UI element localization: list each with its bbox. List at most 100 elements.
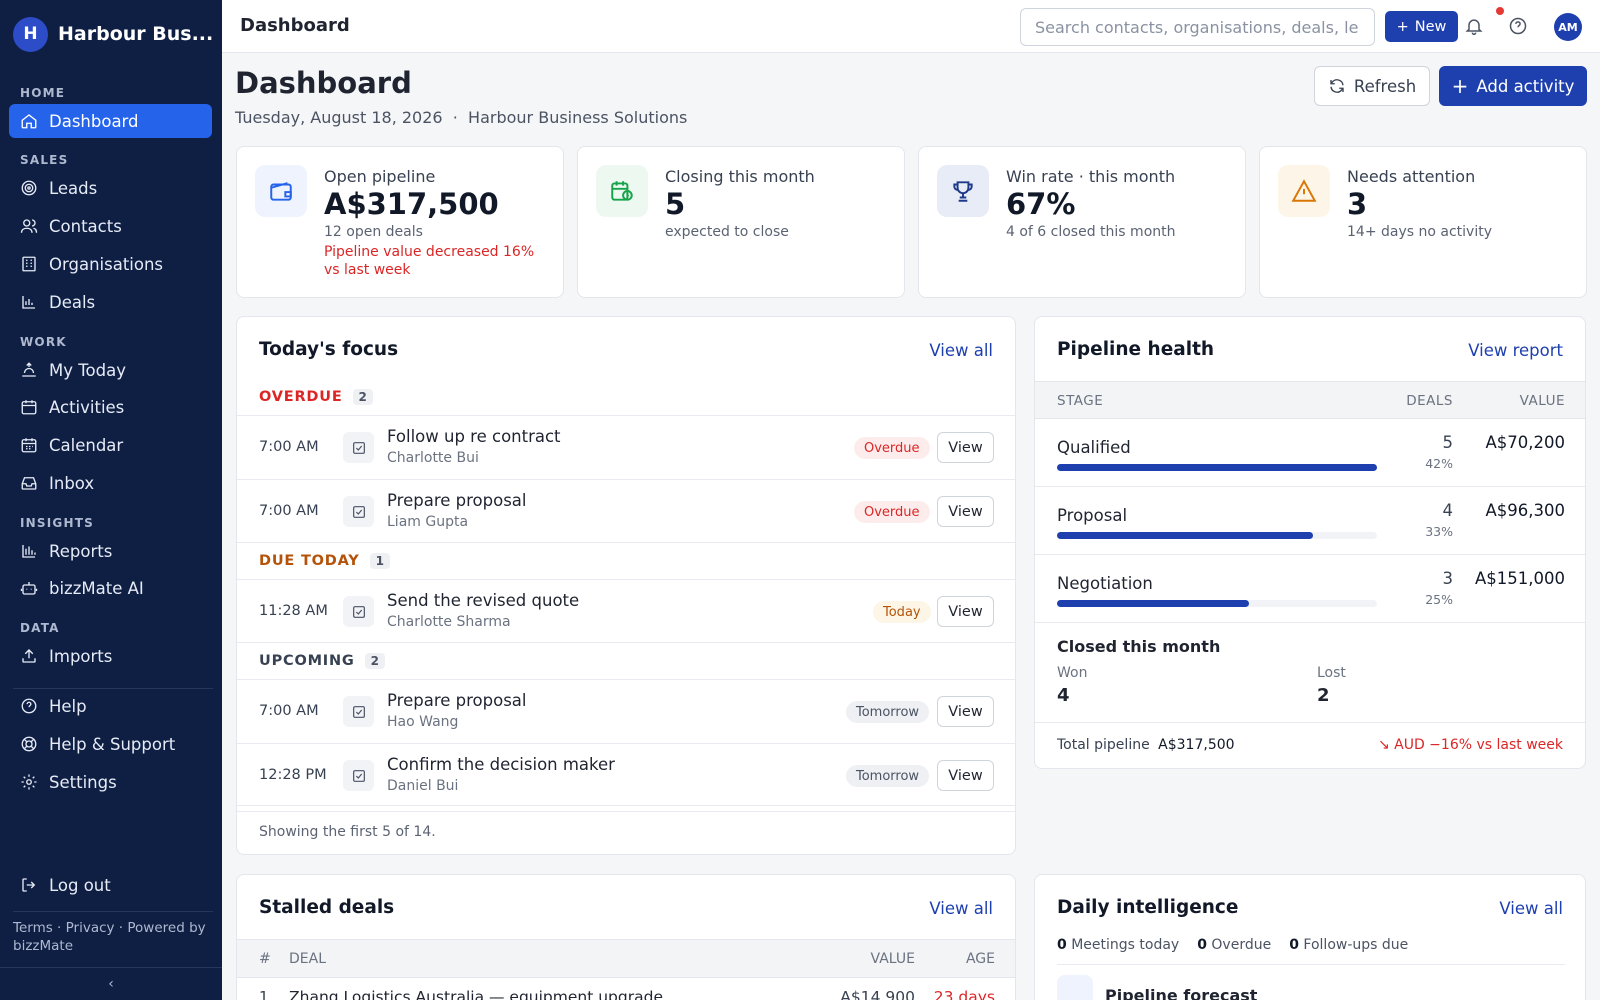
sidebar-item-leads[interactable]: Leads bbox=[9, 171, 212, 205]
divider bbox=[237, 579, 1015, 580]
plus-icon: + bbox=[1451, 74, 1469, 98]
todays-focus-panel: Today's focus View all OVERDUE 2 7:00 AM… bbox=[236, 316, 1016, 855]
search-input[interactable] bbox=[1020, 8, 1375, 46]
nav-section-insights: INSIGHTS bbox=[20, 516, 94, 530]
task-title: Prepare proposal bbox=[387, 491, 527, 510]
add-activity-label: Add activity bbox=[1476, 76, 1575, 96]
table-row[interactable]: 1 Zhang Logistics Australia — equipment … bbox=[237, 977, 1015, 1000]
pipeline-stage-row[interactable]: Negotiation 3 25% A$151,000 bbox=[1035, 555, 1585, 623]
sidebar-item-organisations[interactable]: Organisations bbox=[9, 247, 212, 281]
divider bbox=[237, 679, 1015, 680]
task-row[interactable]: 7:00 AM Prepare proposal Hao Wang Tomorr… bbox=[237, 680, 1015, 743]
logout-button[interactable]: Log out bbox=[9, 868, 212, 902]
won-value: 4 bbox=[1057, 685, 1070, 706]
task-checkbox[interactable] bbox=[343, 596, 374, 627]
col-header-value: VALUE bbox=[1519, 393, 1565, 409]
kpi-card-needs-attention[interactable]: Needs attention 3 14+ days no activity bbox=[1259, 146, 1587, 298]
gear-icon bbox=[21, 774, 37, 790]
panel-title: Stalled deals bbox=[259, 897, 395, 918]
sidebar-item-bizzmate-ai[interactable]: bizzMate AI bbox=[9, 571, 212, 605]
closed-this-month-title: Closed this month bbox=[1057, 637, 1221, 656]
sidebar-item-activities[interactable]: Activities bbox=[9, 390, 212, 424]
stat-value: 0 bbox=[1197, 937, 1207, 953]
view-button[interactable]: View bbox=[937, 696, 994, 727]
help-circle-icon bbox=[1509, 17, 1527, 35]
task-row[interactable]: 12:28 PM Confirm the decision maker Dani… bbox=[237, 744, 1015, 807]
stage-deal-count: 5 bbox=[1442, 433, 1454, 452]
task-row[interactable]: 7:00 AM Prepare proposal Liam Gupta Over… bbox=[237, 480, 1015, 543]
kpi-card-closing-this-month[interactable]: Closing this month 5 expected to close bbox=[577, 146, 905, 298]
task-checkbox[interactable] bbox=[343, 760, 374, 791]
kpi-card-open-pipeline[interactable]: Open pipeline A$317,500 12 open deals Pi… bbox=[236, 146, 564, 298]
bar-chart-icon bbox=[22, 296, 35, 309]
divider bbox=[237, 479, 1015, 480]
pipeline-stage-row[interactable]: Qualified 5 42% A$70,200 bbox=[1035, 419, 1585, 487]
stalled-deals-panel: Stalled deals View all # DEAL VALUE AGE … bbox=[236, 874, 1016, 1000]
sidebar-item-reports[interactable]: Reports bbox=[9, 534, 212, 568]
view-report-link[interactable]: View report bbox=[1468, 341, 1563, 360]
sidebar-item-my-today[interactable]: My Today bbox=[9, 353, 212, 387]
sidebar-item-deals[interactable]: Deals bbox=[9, 285, 212, 319]
showing-count: Showing the first 5 of 14. bbox=[259, 824, 436, 840]
task-person[interactable]: Charlotte Bui bbox=[387, 450, 479, 466]
sidebar-footer-links[interactable]: Terms · Privacy · Powered by bizzMate bbox=[13, 920, 206, 954]
deal-value: A$14,900 bbox=[840, 988, 915, 1000]
refresh-button[interactable]: Refresh bbox=[1314, 66, 1430, 106]
view-button[interactable]: View bbox=[937, 596, 994, 627]
view-button[interactable]: View bbox=[937, 760, 994, 791]
status-badge: Tomorrow bbox=[846, 701, 930, 723]
sidebar-item-dashboard[interactable]: Dashboard bbox=[9, 104, 212, 138]
task-checkbox[interactable] bbox=[343, 432, 374, 463]
bell-icon bbox=[1465, 19, 1483, 36]
kpi-card-win-rate[interactable]: Win rate · this month 67% 4 of 6 closed … bbox=[918, 146, 1246, 298]
stage-value: A$70,200 bbox=[1485, 433, 1565, 452]
add-activity-button[interactable]: + Add activity bbox=[1439, 66, 1587, 106]
new-button[interactable]: + New bbox=[1385, 11, 1458, 42]
stat-overdue: 0 Overdue bbox=[1197, 937, 1271, 953]
task-row[interactable]: 11:28 AM Send the revised quote Charlott… bbox=[237, 580, 1015, 643]
sidebar-item-settings[interactable]: Settings bbox=[9, 765, 212, 799]
brand[interactable]: H Harbour Bus... bbox=[0, 0, 222, 68]
checkbox-icon bbox=[352, 605, 365, 618]
kpi-sub: 4 of 6 closed this month bbox=[1006, 224, 1176, 240]
sidebar-item-inbox[interactable]: Inbox bbox=[9, 466, 212, 500]
sidebar-item-help-support[interactable]: Help & Support bbox=[9, 727, 212, 761]
task-person[interactable]: Hao Wang bbox=[387, 714, 459, 730]
pipeline-trend-text: AUD −16% vs last week bbox=[1394, 737, 1563, 753]
avatar[interactable]: AM bbox=[1554, 13, 1582, 41]
forecast-card-title[interactable]: Pipeline forecast bbox=[1105, 986, 1258, 1000]
group-count: 2 bbox=[364, 653, 385, 669]
status-badge: Today bbox=[873, 601, 931, 623]
view-button[interactable]: View bbox=[937, 432, 994, 463]
help-button[interactable] bbox=[1506, 14, 1530, 38]
sidebar-item-help[interactable]: Help bbox=[9, 689, 212, 723]
focus-view-all-link[interactable]: View all bbox=[929, 341, 993, 360]
sidebar-item-label: My Today bbox=[49, 360, 126, 380]
deal-name[interactable]: Zhang Logistics Australia — equipment up… bbox=[289, 988, 663, 1000]
sidebar-collapse-button[interactable]: ‹ bbox=[0, 967, 222, 1000]
notifications-button[interactable] bbox=[1462, 14, 1486, 38]
task-person[interactable]: Daniel Bui bbox=[387, 778, 459, 794]
page-company: Harbour Business Solutions bbox=[468, 108, 688, 127]
sidebar-item-imports[interactable]: Imports bbox=[9, 639, 212, 673]
pipeline-stage-row[interactable]: Proposal 4 33% A$96,300 bbox=[1035, 487, 1585, 555]
stage-progress-fill bbox=[1057, 600, 1249, 607]
view-button[interactable]: View bbox=[937, 496, 994, 527]
group-count: 2 bbox=[352, 389, 373, 405]
nav-section-work: WORK bbox=[20, 335, 67, 349]
sidebar-item-calendar[interactable]: Calendar bbox=[9, 428, 212, 462]
task-row[interactable]: 7:00 AM Follow up re contract Charlotte … bbox=[237, 416, 1015, 479]
task-person[interactable]: Charlotte Sharma bbox=[387, 614, 511, 630]
sidebar-item-label: Dashboard bbox=[49, 111, 139, 131]
pipeline-trend: ↘ AUD −16% vs last week bbox=[1378, 737, 1563, 753]
stalled-view-all-link[interactable]: View all bbox=[929, 899, 993, 918]
task-person[interactable]: Liam Gupta bbox=[387, 514, 469, 530]
stage-progress-fill bbox=[1057, 532, 1313, 539]
task-checkbox[interactable] bbox=[343, 496, 374, 527]
kpi-label: Needs attention bbox=[1347, 167, 1476, 186]
intelligence-view-all-link[interactable]: View all bbox=[1499, 899, 1563, 918]
col-header-deal: DEAL bbox=[289, 951, 327, 967]
total-pipeline-label: Total pipeline bbox=[1057, 737, 1150, 753]
task-checkbox[interactable] bbox=[343, 696, 374, 727]
sidebar-item-contacts[interactable]: Contacts bbox=[9, 209, 212, 243]
